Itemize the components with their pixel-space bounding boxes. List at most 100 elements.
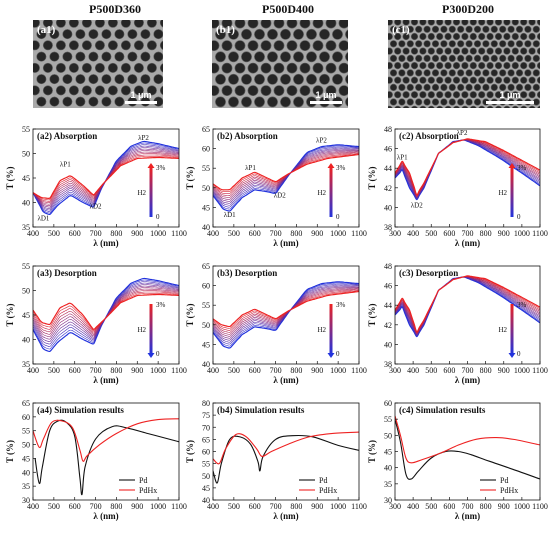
- hole: [419, 32, 427, 41]
- x-tick-label: 600: [69, 229, 81, 238]
- hole: [107, 40, 118, 51]
- hole: [234, 20, 246, 29]
- gradient-label-gas: H2: [498, 189, 507, 197]
- hole: [494, 20, 503, 26]
- scale-bar: [310, 101, 342, 104]
- hole: [234, 85, 246, 96]
- x-tick-label: 600: [69, 366, 81, 375]
- y-tick-label: 45: [22, 174, 30, 183]
- x-tick-label: 700: [462, 502, 474, 511]
- y-tick-label: 35: [22, 482, 30, 491]
- x-tick-label: 400: [27, 366, 39, 375]
- hole: [120, 20, 131, 28]
- x-tick-label: 1100: [171, 366, 187, 375]
- hole: [440, 40, 448, 48]
- hole: [389, 98, 398, 106]
- y-tick-label: 40: [22, 336, 30, 345]
- spectrum-curve: [213, 290, 359, 329]
- x-tick-label: 1100: [351, 502, 367, 511]
- x-tick-label: 900: [311, 229, 323, 238]
- gradient-arrow-bar: [149, 304, 153, 354]
- x-tick-label: 500: [48, 229, 60, 238]
- hole: [419, 20, 427, 26]
- hole: [260, 62, 272, 74]
- hole-array: [212, 20, 348, 108]
- hole: [325, 20, 337, 29]
- chart-title: (b2) Absorption: [217, 131, 278, 141]
- hole: [312, 40, 324, 51]
- hole: [402, 20, 410, 26]
- hole: [36, 29, 47, 40]
- hole: [436, 32, 444, 41]
- gradient-label-low: 0: [336, 350, 340, 358]
- hole: [212, 40, 220, 51]
- hole: [431, 83, 440, 91]
- hole: [81, 20, 92, 28]
- peak-annotation: λD2: [90, 202, 102, 210]
- hole: [528, 47, 536, 55]
- chart-c4: 300 400 500 600 700 800 900 1000 1100 30 35 40 45 50 5…: [367, 399, 548, 521]
- x-tick-label: 1000: [330, 229, 346, 238]
- spectrum-curve: [213, 152, 359, 194]
- hole: [452, 91, 461, 99]
- hole: [42, 40, 53, 51]
- x-tick-label: 500: [425, 366, 437, 375]
- hole: [536, 32, 540, 41]
- hole: [267, 96, 278, 108]
- hole: [312, 62, 324, 74]
- hole: [482, 25, 490, 33]
- x-axis-label: λ (nm): [93, 375, 118, 385]
- chart-a3: 400 500 600 700 800 900 1000 1100 35 40 45 50 55 (a3)…: [5, 262, 187, 385]
- hole: [36, 51, 47, 62]
- hole: [431, 40, 440, 48]
- y-tick-label: 45: [22, 311, 30, 320]
- hole: [146, 20, 157, 28]
- hole: [394, 47, 402, 55]
- hole: [415, 25, 423, 33]
- y-tick-label: 45: [384, 448, 392, 457]
- gradient-arrow-bar: [510, 304, 514, 354]
- x-tick-label: 1000: [514, 502, 530, 511]
- y-tick-label: 50: [22, 150, 30, 159]
- hole: [62, 29, 73, 40]
- hole: [332, 51, 343, 63]
- hole: [62, 51, 73, 62]
- hole: [406, 98, 414, 106]
- x-tick-label: 700: [90, 229, 102, 238]
- chart-title: (c3) Desorption: [399, 268, 458, 278]
- hole: [254, 73, 265, 85]
- y-tick-label: 60: [202, 145, 210, 154]
- hole: [473, 40, 482, 48]
- spectrum-curve: [213, 153, 359, 193]
- x-tick-label: 500: [48, 366, 60, 375]
- y-tick-label: 40: [384, 340, 392, 349]
- hole: [101, 51, 112, 62]
- hole: [410, 47, 419, 55]
- hole: [528, 20, 536, 26]
- hole: [388, 47, 393, 55]
- hole: [536, 76, 540, 84]
- hole: [159, 40, 163, 50]
- hole: [212, 62, 220, 74]
- hole: [415, 40, 423, 48]
- hole: [511, 91, 519, 99]
- hole: [332, 73, 343, 85]
- hole: [33, 62, 40, 73]
- x-tick-label: 800: [110, 366, 122, 375]
- hole: [440, 83, 448, 91]
- y-axis-label: T (%): [185, 440, 195, 463]
- hole: [457, 83, 465, 91]
- spectrum-curve: [33, 145, 179, 211]
- hole: [511, 105, 519, 108]
- y-tick-label: 50: [202, 472, 210, 481]
- hole: [273, 20, 285, 29]
- x-tick-label: 600: [249, 502, 261, 511]
- chart-title: (a4) Simulation results: [37, 405, 124, 415]
- peak-annotation: λP1: [60, 161, 71, 169]
- gradient-label-high: 3%: [156, 164, 166, 172]
- hole: [55, 62, 66, 73]
- hole: [520, 32, 528, 41]
- gradient-arrow-head: [508, 163, 516, 168]
- hole: [457, 98, 465, 106]
- hole: [81, 62, 92, 73]
